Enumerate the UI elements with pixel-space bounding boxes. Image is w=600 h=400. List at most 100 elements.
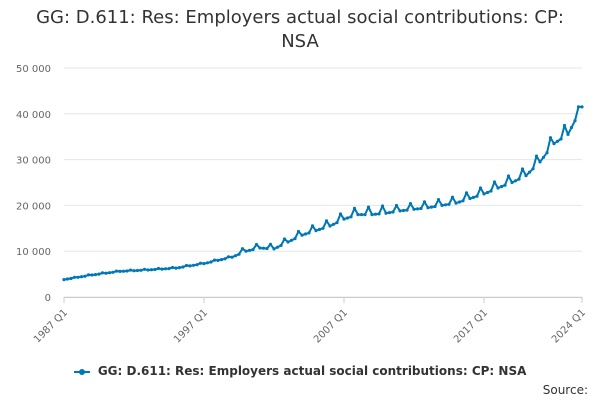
data-point: [216, 258, 220, 262]
data-point: [356, 213, 360, 217]
data-point: [226, 255, 231, 259]
data-point: [517, 177, 521, 181]
data-point: [576, 105, 581, 109]
data-point: [520, 167, 525, 171]
data-point: [489, 189, 493, 193]
data-point: [370, 213, 374, 217]
data-point: [447, 202, 451, 206]
data-point: [324, 219, 329, 223]
chart-title-line-2: NSA: [281, 31, 319, 52]
data-point: [209, 260, 213, 264]
data-point: [342, 217, 346, 221]
data-point: [202, 262, 206, 266]
data-point: [391, 210, 395, 214]
data-point: [111, 270, 115, 274]
data-point: [100, 271, 105, 275]
data-point: [62, 278, 66, 282]
data-point: [125, 269, 129, 273]
data-point: [562, 123, 567, 128]
data-point: [384, 211, 388, 215]
data-point: [363, 213, 367, 217]
data-point: [230, 255, 234, 259]
data-point: [415, 207, 420, 211]
data-point: [114, 269, 119, 273]
data-point: [121, 269, 126, 273]
data-point: [69, 276, 73, 281]
data-point: [450, 195, 455, 199]
data-point: [443, 203, 448, 207]
data-point: [139, 268, 143, 272]
x-tick-label: 2024 Q1: [550, 307, 588, 345]
x-tick-label: 2007 Q1: [312, 307, 350, 345]
data-point: [310, 224, 315, 228]
data-point: [426, 206, 430, 210]
data-point: [212, 258, 217, 262]
data-point: [377, 212, 381, 216]
data-point: [97, 272, 101, 276]
data-point: [104, 271, 108, 275]
data-point: [464, 191, 469, 195]
data-point: [345, 216, 350, 220]
data-point: [65, 277, 70, 281]
data-point: [307, 231, 311, 235]
data-point: [471, 195, 476, 199]
data-point: [90, 273, 94, 277]
data-point: [496, 186, 500, 190]
data-point: [198, 261, 203, 265]
data-point: [303, 232, 308, 236]
data-point: [72, 275, 77, 279]
data-point: [433, 204, 437, 209]
data-point: [545, 151, 549, 155]
data-point: [405, 208, 409, 212]
y-tick-label: 40 000: [16, 110, 51, 121]
data-point: [373, 212, 378, 216]
y-tick-label: 30 000: [16, 156, 51, 167]
series-line: [63, 105, 582, 281]
data-point: [468, 196, 472, 201]
data-point: [282, 237, 287, 241]
data-point: [422, 200, 427, 204]
y-tick-label: 10 000: [16, 247, 51, 258]
data-point: [132, 269, 136, 273]
data-point: [566, 132, 570, 136]
chart-title-line-1: GG: D.611: Res: Employers actual social …: [36, 7, 564, 28]
data-point: [188, 264, 192, 268]
data-point: [419, 206, 423, 211]
data-point: [499, 185, 504, 189]
y-tick-label: 50 000: [16, 64, 51, 75]
data-point: [359, 213, 364, 217]
data-point: [387, 211, 392, 215]
data-point: [457, 200, 462, 204]
data-point: [128, 268, 133, 272]
x-tick-label: 1987 Q1: [32, 307, 70, 345]
data-point: [412, 207, 416, 211]
data-point: [506, 174, 511, 178]
data-point: [219, 258, 224, 262]
data-point: [461, 199, 465, 203]
data-point: [170, 265, 175, 270]
data-point: [293, 237, 297, 241]
data-point: [268, 242, 273, 246]
data-point: [513, 179, 518, 183]
data-point: [569, 125, 574, 130]
data-point: [510, 180, 514, 185]
data-point: [251, 248, 255, 252]
data-point: [83, 274, 87, 278]
chart-legend[interactable]: GG: D.611: Res: Employers actual social …: [0, 364, 600, 378]
data-point: [86, 273, 91, 277]
data-point: [394, 203, 399, 208]
data-point: [177, 266, 182, 270]
data-point: [482, 192, 486, 196]
data-point: [440, 203, 444, 207]
chart-title: GG: D.611: Res: Employers actual social …: [0, 6, 600, 54]
data-point: [205, 261, 210, 265]
data-point: [167, 267, 171, 271]
data-point: [538, 160, 542, 164]
data-point: [485, 190, 490, 195]
data-point: [314, 229, 318, 233]
data-point: [275, 245, 280, 249]
data-point: [349, 215, 353, 219]
data-point: [76, 275, 80, 279]
data-point: [244, 249, 248, 253]
data-point: [429, 205, 434, 209]
